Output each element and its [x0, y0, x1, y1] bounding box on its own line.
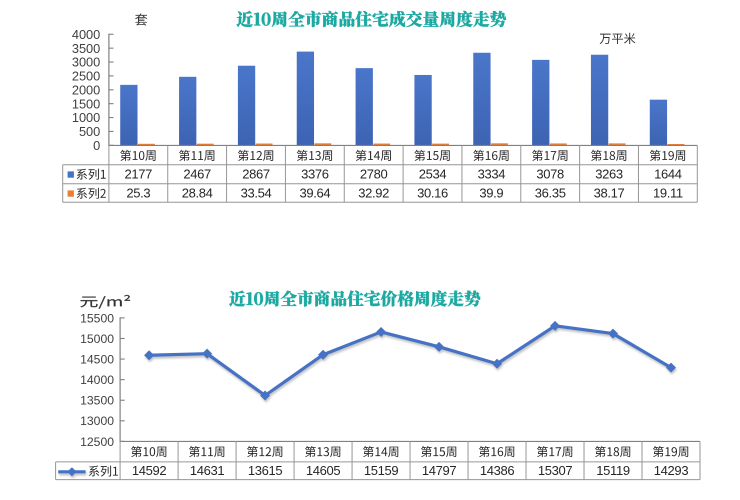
svg-text:25.3: 25.3	[126, 185, 150, 200]
svg-text:28.84: 28.84	[182, 185, 213, 200]
svg-text:4000: 4000	[72, 27, 100, 42]
svg-text:15307: 15307	[538, 463, 573, 478]
svg-text:14631: 14631	[190, 463, 225, 478]
svg-text:3078: 3078	[536, 166, 564, 181]
svg-text:12500: 12500	[80, 435, 114, 449]
svg-text:38.17: 38.17	[594, 185, 625, 200]
svg-text:14592: 14592	[132, 463, 167, 478]
svg-text:3334: 3334	[478, 166, 506, 181]
svg-text:15159: 15159	[364, 463, 399, 478]
svg-text:36.35: 36.35	[535, 185, 566, 200]
svg-text:14500: 14500	[80, 352, 114, 366]
svg-text:39.64: 39.64	[299, 185, 330, 200]
svg-text:2467: 2467	[183, 166, 211, 181]
svg-text:33.54: 33.54	[241, 185, 272, 200]
svg-text:3500: 3500	[72, 41, 100, 56]
svg-text:3263: 3263	[595, 166, 623, 181]
svg-text:15000: 15000	[80, 332, 114, 346]
svg-text:2867: 2867	[242, 166, 270, 181]
svg-text:3376: 3376	[301, 166, 329, 181]
svg-text:13500: 13500	[80, 394, 114, 408]
svg-text:1000: 1000	[72, 110, 100, 125]
svg-text:2000: 2000	[72, 82, 100, 97]
svg-text:30.16: 30.16	[417, 185, 448, 200]
svg-text:13000: 13000	[80, 414, 114, 428]
svg-text:1500: 1500	[72, 96, 100, 111]
svg-text:14293: 14293	[654, 463, 689, 478]
svg-text:32.92: 32.92	[358, 185, 389, 200]
svg-text:14386: 14386	[480, 463, 515, 478]
svg-text:14605: 14605	[306, 463, 341, 478]
svg-text:0: 0	[93, 138, 100, 153]
svg-text:3000: 3000	[72, 55, 100, 70]
svg-text:2177: 2177	[125, 166, 153, 181]
svg-text:15119: 15119	[596, 463, 630, 478]
svg-text:1644: 1644	[654, 166, 682, 181]
svg-text:2534: 2534	[419, 166, 447, 181]
svg-text:13615: 13615	[248, 463, 283, 478]
svg-text:500: 500	[79, 124, 100, 139]
svg-text:19.11: 19.11	[653, 185, 683, 200]
svg-text:39.9: 39.9	[479, 185, 503, 200]
svg-text:14000: 14000	[80, 373, 114, 387]
svg-text:15500: 15500	[80, 311, 114, 325]
svg-text:2500: 2500	[72, 69, 100, 84]
svg-text:14797: 14797	[422, 463, 457, 478]
svg-text:2780: 2780	[360, 166, 388, 181]
